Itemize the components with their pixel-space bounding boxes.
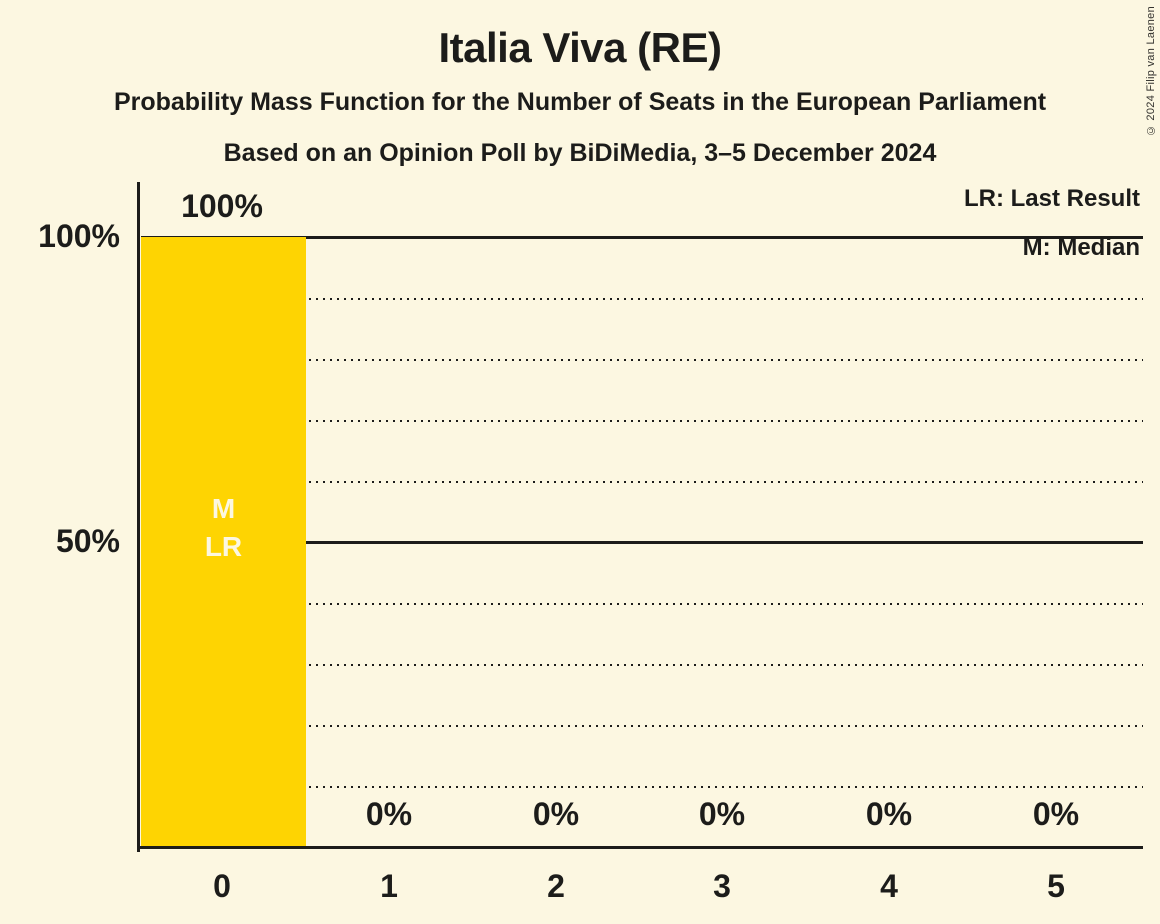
y-axis-tick-100: 100% — [38, 218, 120, 254]
gridline-70pct — [141, 420, 1143, 422]
bar-seats-0 — [141, 237, 306, 847]
gridline-20pct — [141, 725, 1143, 727]
bar-value-label-3: 0% — [698, 796, 746, 832]
bar-median-lastresult-marker: M LR — [141, 490, 306, 566]
gridline-50pct — [141, 541, 1143, 544]
gridline-90pct — [141, 298, 1143, 300]
bar-value-label-4: 0% — [865, 796, 913, 832]
gridline-60pct — [141, 481, 1143, 483]
chart-source-note: Based on an Opinion Poll by BiDiMedia, 3… — [223, 139, 937, 167]
x-axis-tick-3: 3 — [713, 868, 731, 904]
bar-value-label-0: 100% — [181, 188, 263, 224]
gridline-80pct — [141, 359, 1143, 361]
gridline-100pct — [141, 236, 1143, 239]
chart-subtitle: Probability Mass Function for the Number… — [113, 88, 1047, 116]
x-axis-tick-5: 5 — [1047, 868, 1065, 904]
x-axis-tick-2: 2 — [547, 868, 565, 904]
x-axis-line — [137, 846, 1143, 849]
bar-value-label-1: 0% — [365, 796, 413, 832]
y-axis-line — [137, 182, 140, 852]
gridline-30pct — [141, 664, 1143, 666]
y-axis-tick-50: 50% — [55, 523, 120, 559]
x-axis-tick-4: 4 — [880, 868, 898, 904]
last-result-marker-label: LR — [204, 531, 243, 562]
legend-last-result: LR: Last Result — [963, 185, 1140, 212]
bar-value-label-5: 0% — [1032, 796, 1080, 832]
x-axis-tick-0: 0 — [213, 868, 231, 904]
gridline-10pct — [141, 786, 1143, 788]
chart-title: Italia Viva (RE) — [438, 24, 722, 71]
gridline-40pct — [141, 603, 1143, 605]
bar-value-label-2: 0% — [532, 796, 580, 832]
x-axis-tick-1: 1 — [380, 868, 398, 904]
median-marker-label: M — [211, 493, 236, 524]
